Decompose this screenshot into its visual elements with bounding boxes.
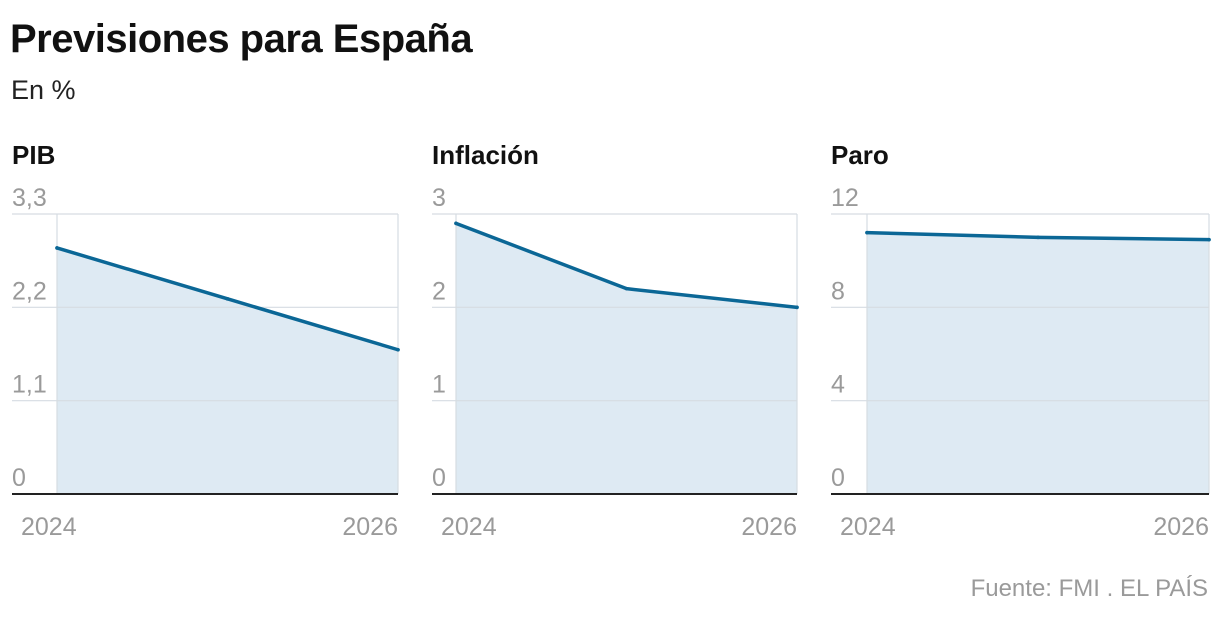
y-tick-label-0-3: 3,3 [12,184,47,212]
panel-title-2: Paro [831,140,889,170]
y-tick-label-1-0: 0 [432,464,446,492]
y-tick-label-1-3: 3 [432,184,446,212]
y-tick-label-2-2: 8 [831,277,845,305]
data-point-2-0 [865,230,869,235]
panel-title-0: PIB [12,140,55,170]
chart-subtitle: En % [11,75,76,105]
y-tick-label-1-1: 1 [432,371,446,399]
data-point-2-1 [1036,235,1040,240]
panel-title-1: Inflación [432,140,539,170]
y-tick-label-0-2: 2,2 [12,277,47,305]
chart-title: Previsiones para España [10,17,473,61]
x-tick-label-2-0: 2024 [840,513,896,541]
y-tick-label-0-1: 1,1 [12,371,47,399]
area-fill-2 [867,232,1209,494]
y-tick-label-1-2: 2 [432,277,446,305]
x-tick-label-1-0: 2024 [441,513,497,541]
x-tick-label-1-1: 2026 [741,513,797,541]
data-point-1-2 [795,305,799,310]
data-point-0-1 [225,297,230,301]
data-point-0-0 [55,246,59,250]
area-fill-1 [456,223,797,495]
y-tick-label-2-1: 4 [831,371,845,399]
x-tick-label-0-1: 2026 [342,513,398,541]
data-point-0-2 [396,347,400,352]
data-point-1-1 [624,286,629,291]
y-tick-label-2-0: 0 [831,464,845,492]
source-note: Fuente: FMI . EL PAÍS [970,575,1208,602]
data-point-1-0 [454,221,458,226]
x-tick-label-0-0: 2024 [21,513,77,541]
y-tick-label-0-0: 0 [12,464,26,492]
x-tick-label-2-1: 2026 [1153,513,1209,541]
area-fill-0 [57,247,398,494]
data-point-2-2 [1207,237,1211,242]
y-tick-label-2-3: 12 [831,184,859,212]
